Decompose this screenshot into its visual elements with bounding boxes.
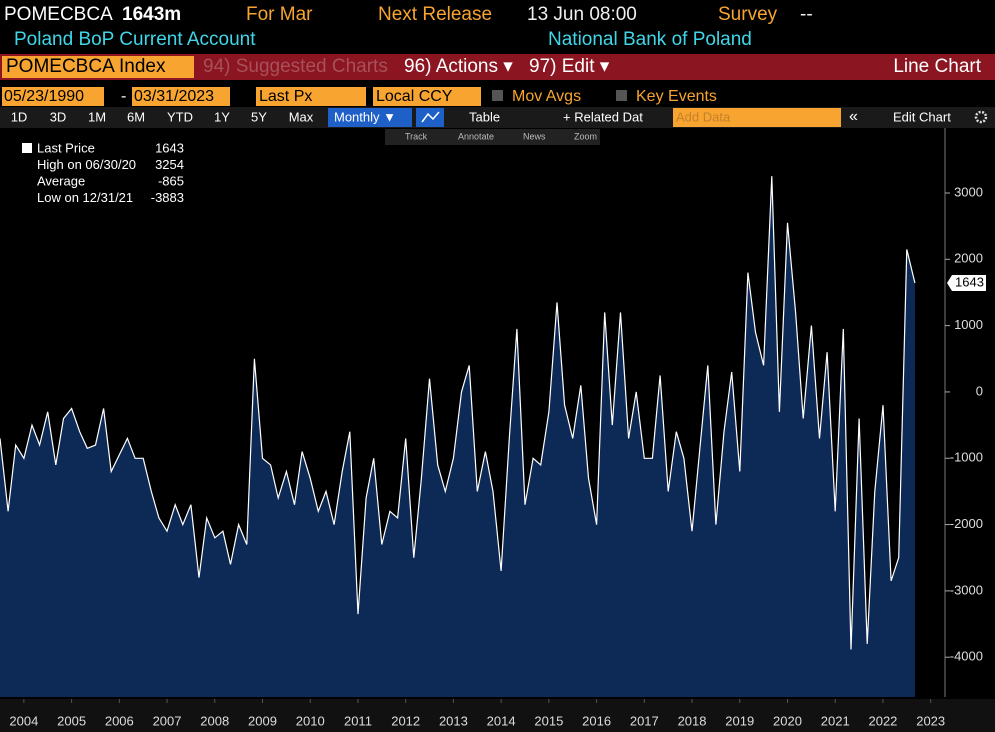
tool[interactable]: Zoom: [574, 131, 597, 141]
description: Poland BoP Current Account: [14, 29, 256, 50]
end-date[interactable]: 03/31/2023: [134, 88, 214, 105]
legend-label: Last Price: [37, 140, 95, 155]
range-button[interactable]: 1Y: [214, 109, 230, 124]
collapse-button[interactable]: «: [849, 108, 858, 125]
x-tick-label: 2005: [57, 713, 86, 728]
range-button[interactable]: YTD: [167, 109, 193, 124]
x-tick-label: 2020: [773, 713, 802, 728]
source: National Bank of Poland: [548, 29, 752, 50]
tool[interactable]: Track: [405, 131, 428, 141]
y-tick-label: -2000: [950, 516, 983, 531]
tool-bar: [385, 129, 600, 145]
x-axis-band: [0, 699, 995, 732]
legend-value: -3883: [151, 190, 184, 205]
x-tick-label: 2018: [678, 713, 707, 728]
x-tick-label: 2015: [534, 713, 563, 728]
area: [0, 176, 915, 698]
mov-avgs[interactable]: Mov Avgs: [512, 88, 581, 105]
x-tick-label: 2009: [248, 713, 277, 728]
y-tick-label: -1000: [950, 450, 983, 465]
next-release: 13 Jun 08:00: [527, 4, 637, 25]
x-tick-label: 2019: [725, 713, 754, 728]
next-release-label: Next Release: [378, 4, 492, 25]
related-button[interactable]: + Related Dat: [563, 109, 643, 124]
x-tick-label: 2021: [821, 713, 850, 728]
edit-menu[interactable]: 97) Edit ▾: [529, 56, 610, 77]
table-button[interactable]: Table: [469, 109, 500, 124]
x-tick-label: 2006: [105, 713, 134, 728]
x-tick-label: 2007: [153, 713, 182, 728]
period: For Mar: [246, 4, 313, 25]
add-data-box[interactable]: [673, 108, 841, 127]
legend-box: [8, 138, 188, 208]
date-separator: -: [121, 88, 126, 105]
range-button[interactable]: 5Y: [251, 109, 267, 124]
currency-box[interactable]: [373, 87, 481, 106]
frequency[interactable]: Monthly ▼: [334, 109, 396, 124]
y-tick-label: 1000: [954, 317, 983, 332]
range-button[interactable]: 3D: [50, 109, 67, 124]
checkbox[interactable]: [492, 90, 503, 101]
legend-swatch: [22, 143, 32, 153]
range-button[interactable]: 1M: [88, 109, 106, 124]
y-tick-label: 0: [976, 383, 983, 398]
field-box[interactable]: [256, 87, 366, 106]
checkbox[interactable]: [616, 90, 627, 101]
field[interactable]: Last Px: [259, 88, 312, 105]
x-tick-label: 2016: [582, 713, 611, 728]
currency[interactable]: Local CCY: [376, 88, 453, 105]
ticker: POMECBCA: [4, 4, 113, 25]
x-tick-label: 2004: [9, 713, 38, 728]
legend-value: 1643: [155, 140, 184, 155]
survey-value: --: [800, 4, 813, 25]
line-icon: [421, 111, 440, 123]
last-value-flag: [947, 274, 986, 291]
legend-value: 3254: [155, 157, 184, 172]
legend-label: High on 06/30/20: [37, 157, 136, 172]
start-date-box[interactable]: [2, 87, 104, 106]
legend-label: Average: [37, 173, 85, 188]
security-box[interactable]: [2, 56, 194, 78]
line-icon-button[interactable]: [416, 108, 444, 127]
range-button[interactable]: 6M: [127, 109, 145, 124]
chart-type: Line Chart: [893, 56, 981, 77]
y-tick-label: 3000: [954, 184, 983, 199]
line: [0, 176, 916, 650]
x-tick-label: 2011: [344, 713, 372, 728]
edit-chart[interactable]: Edit Chart: [893, 109, 951, 124]
y-tick-label: 2000: [954, 251, 983, 266]
tool[interactable]: Annotate: [458, 131, 494, 141]
x-tick-label: 2023: [916, 713, 945, 728]
x-tick-label: 2008: [200, 713, 229, 728]
y-tick-label: -3000: [950, 582, 983, 597]
x-tick-label: 2017: [630, 713, 659, 728]
range-button[interactable]: Max: [289, 109, 314, 124]
latest-value: 1643m: [122, 4, 181, 25]
start-date[interactable]: 05/23/1990: [4, 88, 84, 105]
legend-value: -865: [158, 173, 184, 188]
security[interactable]: POMECBCA Index: [6, 56, 166, 77]
tool[interactable]: News: [523, 131, 546, 141]
actions-menu[interactable]: 96) Actions ▾: [404, 56, 513, 77]
last-value-label: 1643: [955, 274, 984, 289]
x-tick-label: 2010: [296, 713, 325, 728]
frequency-button[interactable]: [328, 108, 412, 127]
settings-icon[interactable]: [974, 110, 988, 124]
x-tick-label: 2022: [868, 713, 897, 728]
suggested-charts[interactable]: 94) Suggested Charts: [203, 56, 388, 77]
survey-label: Survey: [718, 4, 778, 25]
range-button[interactable]: 1D: [11, 109, 28, 124]
x-tick-label: 2014: [487, 713, 516, 728]
add-data[interactable]: Add Data: [676, 109, 731, 124]
key-events[interactable]: Key Events: [636, 88, 717, 105]
x-tick-label: 2012: [391, 713, 420, 728]
end-date-box[interactable]: [132, 87, 230, 106]
y-tick-label: -4000: [950, 649, 983, 664]
legend-label: Low on 12/31/21: [37, 190, 133, 205]
x-tick-label: 2013: [439, 713, 468, 728]
